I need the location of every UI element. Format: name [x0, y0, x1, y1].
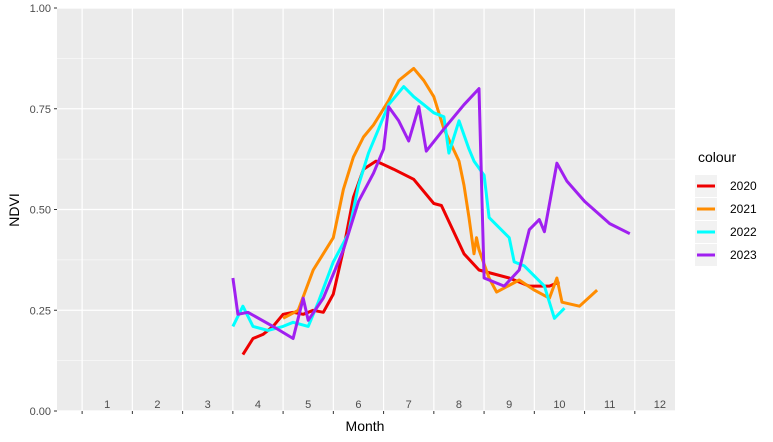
x-axis-title: Month — [346, 418, 385, 434]
legend-label-2020: 2020 — [730, 179, 757, 193]
x-tick-label: 7 — [406, 399, 412, 411]
series-line-2023 — [231, 87, 631, 340]
x-tick-label: 6 — [355, 399, 361, 411]
x-tick-label: 11 — [604, 399, 615, 411]
legend-title: colour — [698, 149, 736, 165]
y-axis: 0.00 0.25 0.50 0.75 1.00 — [30, 3, 57, 418]
x-axis: 1 2 3 4 5 6 7 8 9 10 11 12 — [81, 399, 666, 414]
x-tick-label: 12 — [654, 399, 666, 411]
legend: colour 2020 2021 2022 2023 — [695, 149, 757, 266]
series-line-2022 — [231, 85, 566, 332]
y-tick-label: 0.75 — [30, 104, 51, 116]
x-tick-label: 4 — [255, 399, 261, 411]
series-line-2021 — [282, 66, 599, 320]
y-axis-title: NDVI — [6, 193, 22, 226]
series-lines — [231, 66, 631, 356]
x-tick-label: 9 — [506, 399, 512, 411]
legend-label-2022: 2022 — [730, 225, 757, 239]
legend-label-2021: 2021 — [730, 202, 757, 216]
y-tick-label: 0.25 — [30, 305, 51, 317]
x-tick-label: 8 — [456, 399, 462, 411]
y-tick-label: 1.00 — [30, 3, 51, 15]
legend-items: 2020 2021 2022 2023 — [695, 175, 757, 266]
x-tick-label: 10 — [553, 399, 565, 411]
x-tick-label: 2 — [154, 399, 160, 411]
y-tick-label: 0.50 — [30, 205, 51, 217]
y-tick-label: 0.00 — [30, 406, 51, 418]
legend-label-2023: 2023 — [730, 248, 757, 262]
grid-lines — [57, 7, 675, 412]
x-tick-label: 1 — [104, 399, 110, 411]
x-tick-label: 3 — [205, 399, 211, 411]
x-tick-label: 5 — [305, 399, 311, 411]
